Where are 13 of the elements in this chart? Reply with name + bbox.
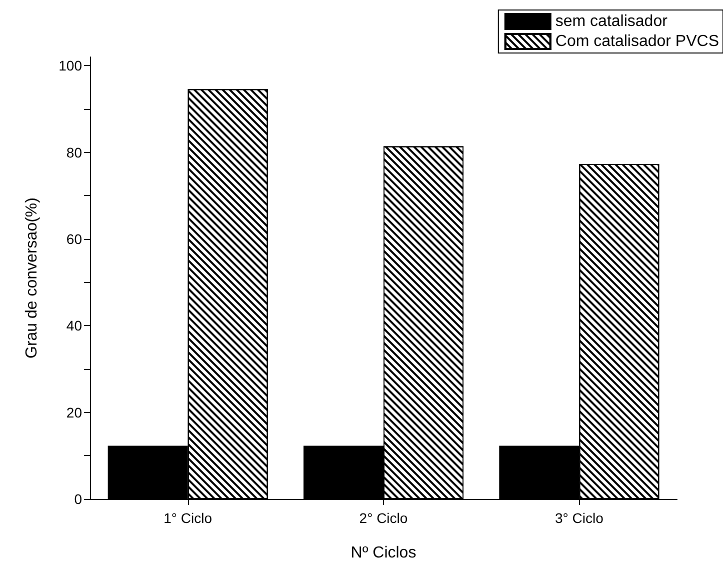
- x-tick-label: 2° Ciclo: [359, 510, 408, 526]
- x-tick-label: 3° Ciclo: [554, 510, 604, 526]
- y-tick-label: 60: [66, 231, 82, 247]
- y-tick-label: 0: [74, 491, 82, 507]
- legend-label: Com catalisador PVCS: [555, 33, 720, 50]
- y-tick-label: 100: [58, 58, 82, 74]
- x-axis-title: Nº Ciclos: [350, 544, 416, 562]
- y-tick-label: 20: [66, 404, 82, 420]
- y-axis-title: Grau de conversao(%): [24, 198, 40, 358]
- y-tick-label: 40: [66, 318, 82, 334]
- y-tick-label: 80: [66, 144, 82, 160]
- x-tick-label: 1° Ciclo: [164, 510, 212, 526]
- legend-label: sem catalisador: [555, 13, 668, 30]
